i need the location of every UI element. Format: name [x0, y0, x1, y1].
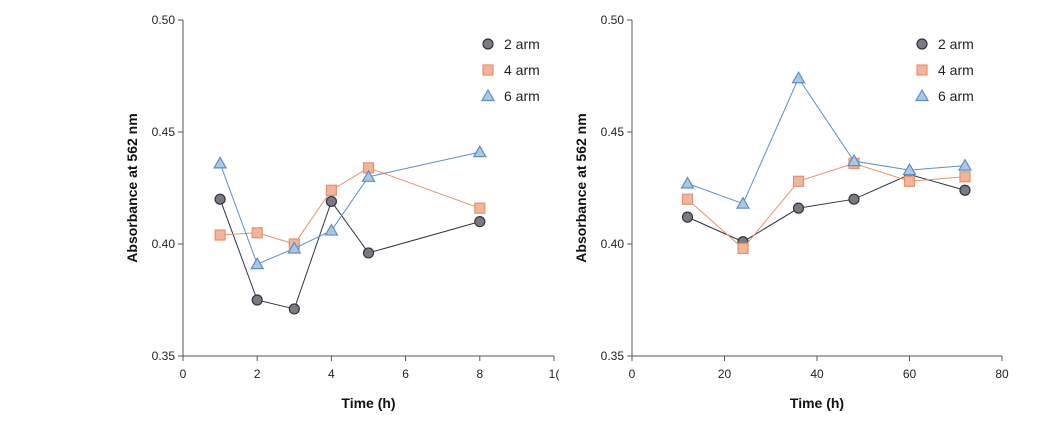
y-tick-label: 0.50 [601, 13, 625, 27]
data-point [792, 175, 805, 187]
chart-right: 0.35 0.40 0.45 0.50 0 20 40 60 80 Time (h) Absorba… [573, 13, 1009, 411]
y-tick-label: 0.45 [152, 125, 176, 139]
data-point [959, 184, 971, 196]
x-axis-title: Time (h) [341, 395, 395, 411]
legend-label: 4 arm [504, 62, 540, 78]
data-point [680, 176, 695, 189]
y-tick-label: 0.35 [601, 349, 625, 363]
x-tick-label: 6 [402, 367, 409, 381]
x-tick-label: 60 [903, 367, 917, 381]
y-tick-label: 0.40 [601, 237, 625, 251]
series-line-6-arm [219, 151, 480, 265]
series-line-4-arm [220, 167, 480, 245]
y-tick-label: 0.45 [601, 125, 625, 139]
data-point [903, 175, 916, 187]
y-tick-label: 0.40 [152, 237, 176, 251]
chart-left: 0.35 0.40 0.45 0.50 0 2 4 6 8 1( Time (h) Absorbanc… [124, 13, 559, 411]
data-point [361, 169, 376, 182]
x-tick-label: 8 [476, 367, 483, 381]
y-axis-title: Absorbance at 562 nm [573, 113, 589, 262]
data-point [902, 162, 917, 176]
data-point [250, 256, 265, 270]
data-point [681, 211, 694, 223]
legend-marker [482, 64, 494, 76]
data-point [251, 227, 263, 239]
series-line-2-arm [687, 174, 966, 243]
legend-label: 2 arm [938, 36, 974, 52]
x-tick-label: 2 [254, 367, 261, 381]
x-tick-label: 40 [810, 367, 824, 381]
x-tick-label: 4 [328, 367, 335, 381]
x-tick-label: 1( [549, 367, 560, 381]
y-tick-label: 0.50 [152, 13, 176, 27]
series-line-6-arm [687, 77, 966, 205]
legend-label: 6 arm [938, 88, 974, 104]
legend-marker [914, 88, 930, 102]
data-point [846, 153, 862, 167]
data-point [325, 195, 337, 208]
data-point [792, 202, 805, 214]
data-point [737, 242, 749, 255]
legend-label: 4 arm [938, 62, 974, 78]
data-point [213, 156, 228, 169]
legend-marker [916, 38, 928, 50]
data-point [474, 202, 486, 214]
data-point [324, 223, 339, 236]
data-point [287, 241, 302, 254]
data-point [362, 247, 375, 259]
x-axis-title: Time (h) [790, 395, 844, 411]
data-point [735, 196, 751, 209]
series-line-4-arm [687, 162, 966, 250]
data-point [681, 193, 694, 205]
legend-marker [482, 38, 494, 50]
data-point [959, 171, 971, 183]
y-tick-label: 0.35 [152, 349, 176, 363]
x-tick-label: 0 [629, 367, 636, 381]
x-tick-label: 20 [718, 367, 732, 381]
data-point [957, 158, 973, 171]
data-point [288, 303, 300, 315]
data-point [472, 144, 487, 158]
legend-marker [916, 64, 928, 76]
data-point [848, 193, 860, 205]
data-point [474, 216, 486, 228]
legend-label: 6 arm [504, 88, 540, 104]
x-tick-label: 0 [180, 367, 187, 381]
series-line-2-arm [219, 199, 480, 310]
y-axis-title: Absorbance at 562 nm [124, 113, 140, 262]
legend-label: 2 arm [504, 36, 540, 52]
legend-marker [480, 88, 496, 102]
data-point [325, 184, 337, 196]
data-point [214, 229, 226, 241]
data-point [791, 71, 806, 84]
x-tick-label: 80 [995, 367, 1009, 381]
data-point [251, 294, 263, 306]
data-point [214, 193, 226, 205]
